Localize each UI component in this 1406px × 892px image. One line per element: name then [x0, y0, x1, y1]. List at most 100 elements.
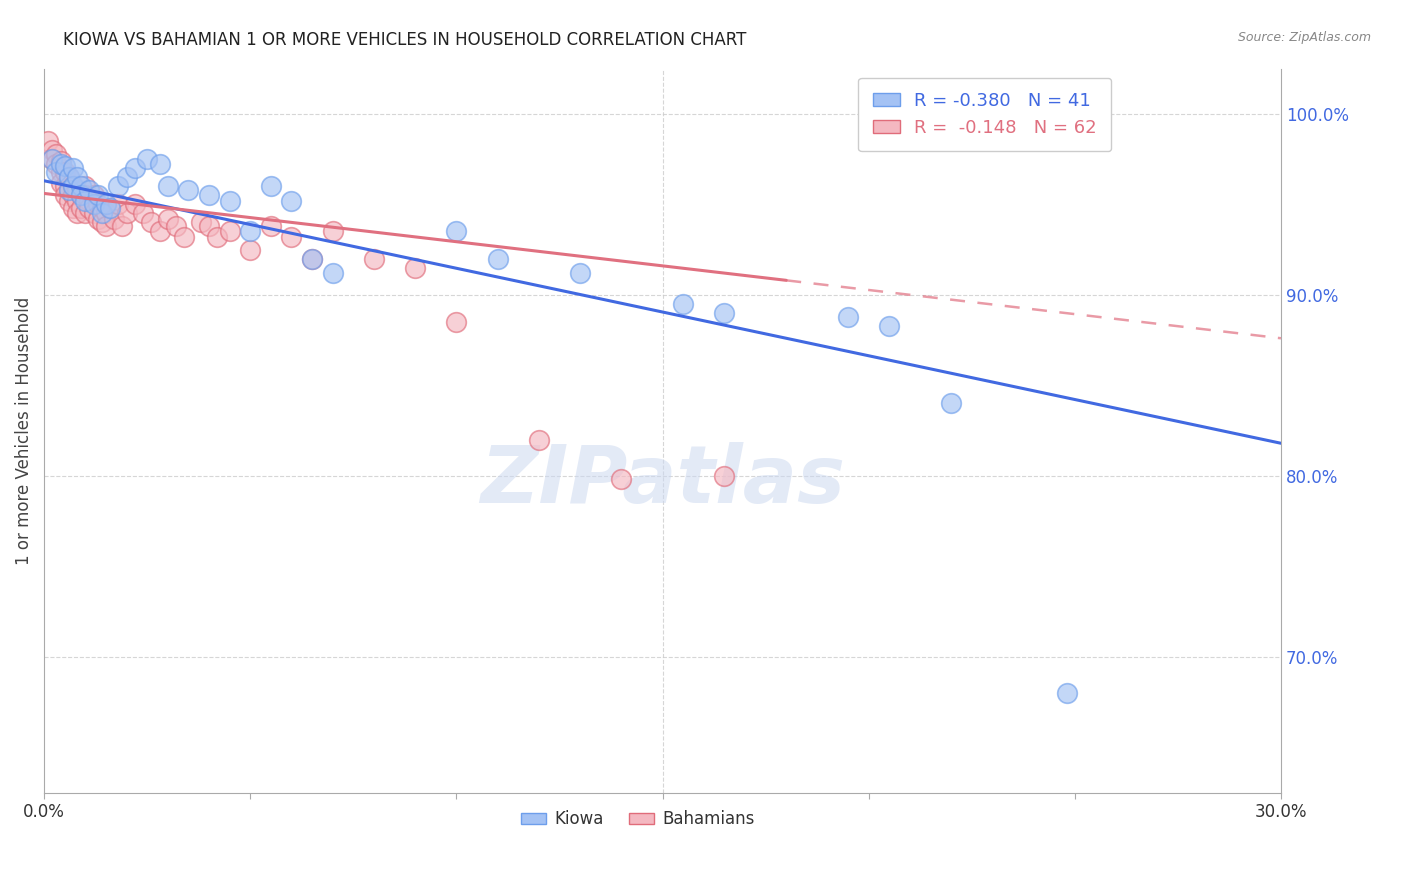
Point	[103, 211, 125, 226]
Point	[62, 179, 84, 194]
Point	[527, 433, 550, 447]
Point	[53, 159, 76, 173]
Point	[156, 179, 179, 194]
Point	[156, 211, 179, 226]
Point	[70, 179, 93, 194]
Point	[90, 206, 112, 220]
Point	[148, 157, 170, 171]
Point	[446, 315, 468, 329]
Point	[115, 206, 138, 220]
Point	[569, 266, 592, 280]
Point	[90, 215, 112, 229]
Point	[939, 396, 962, 410]
Point	[198, 188, 221, 202]
Point	[70, 188, 93, 202]
Point	[486, 252, 509, 266]
Point	[83, 197, 105, 211]
Point	[45, 146, 67, 161]
Point	[66, 194, 89, 208]
Point	[165, 219, 187, 233]
Point	[79, 194, 101, 208]
Point	[713, 306, 735, 320]
Point	[53, 164, 76, 178]
Text: KIOWA VS BAHAMIAN 1 OR MORE VEHICLES IN HOUSEHOLD CORRELATION CHART: KIOWA VS BAHAMIAN 1 OR MORE VEHICLES IN …	[63, 31, 747, 49]
Point	[177, 183, 200, 197]
Point	[301, 252, 323, 266]
Point	[58, 170, 80, 185]
Point	[837, 310, 859, 324]
Point	[280, 194, 302, 208]
Point	[610, 473, 633, 487]
Point	[136, 152, 159, 166]
Point	[148, 224, 170, 238]
Legend: Kiowa, Bahamians: Kiowa, Bahamians	[515, 804, 761, 835]
Point	[94, 219, 117, 233]
Point	[404, 260, 426, 275]
Point	[79, 201, 101, 215]
Point	[75, 188, 97, 202]
Text: Source: ZipAtlas.com: Source: ZipAtlas.com	[1237, 31, 1371, 45]
Point	[75, 206, 97, 220]
Point	[239, 243, 262, 257]
Text: ZIPatlas: ZIPatlas	[479, 442, 845, 520]
Point	[115, 170, 138, 185]
Point	[173, 230, 195, 244]
Point	[62, 201, 84, 215]
Point	[86, 197, 108, 211]
Point	[83, 188, 105, 202]
Point	[49, 164, 72, 178]
Point	[260, 179, 283, 194]
Point	[41, 152, 63, 166]
Point	[198, 219, 221, 233]
Point	[322, 224, 344, 238]
Point	[58, 183, 80, 197]
Point	[877, 318, 900, 333]
Point	[111, 219, 134, 233]
Point	[79, 183, 101, 197]
Point	[62, 161, 84, 175]
Y-axis label: 1 or more Vehicles in Household: 1 or more Vehicles in Household	[15, 296, 32, 565]
Point	[446, 224, 468, 238]
Point	[218, 224, 240, 238]
Point	[98, 201, 121, 215]
Point	[45, 164, 67, 178]
Point	[83, 206, 105, 220]
Point	[66, 183, 89, 197]
Point	[66, 170, 89, 185]
Point	[280, 230, 302, 244]
Point	[260, 219, 283, 233]
Point	[58, 194, 80, 208]
Point	[75, 179, 97, 194]
Point	[66, 206, 89, 220]
Point	[322, 266, 344, 280]
Point	[49, 153, 72, 168]
Point	[41, 143, 63, 157]
Point	[45, 157, 67, 171]
Point	[70, 188, 93, 202]
Point	[239, 224, 262, 238]
Point	[141, 215, 163, 229]
Point	[107, 197, 129, 211]
Point	[37, 134, 59, 148]
Point	[62, 188, 84, 202]
Point	[58, 170, 80, 185]
Point	[53, 188, 76, 202]
Point	[207, 230, 229, 244]
Point	[94, 197, 117, 211]
Point	[124, 161, 146, 175]
Point	[218, 194, 240, 208]
Point	[49, 176, 72, 190]
Point	[672, 297, 695, 311]
Point	[90, 201, 112, 215]
Point	[301, 252, 323, 266]
Point	[58, 183, 80, 197]
Point	[70, 201, 93, 215]
Point	[53, 179, 76, 194]
Point	[713, 468, 735, 483]
Point	[86, 211, 108, 226]
Point	[41, 152, 63, 166]
Point	[190, 215, 212, 229]
Point	[363, 252, 385, 266]
Point	[107, 179, 129, 194]
Point	[1056, 686, 1078, 700]
